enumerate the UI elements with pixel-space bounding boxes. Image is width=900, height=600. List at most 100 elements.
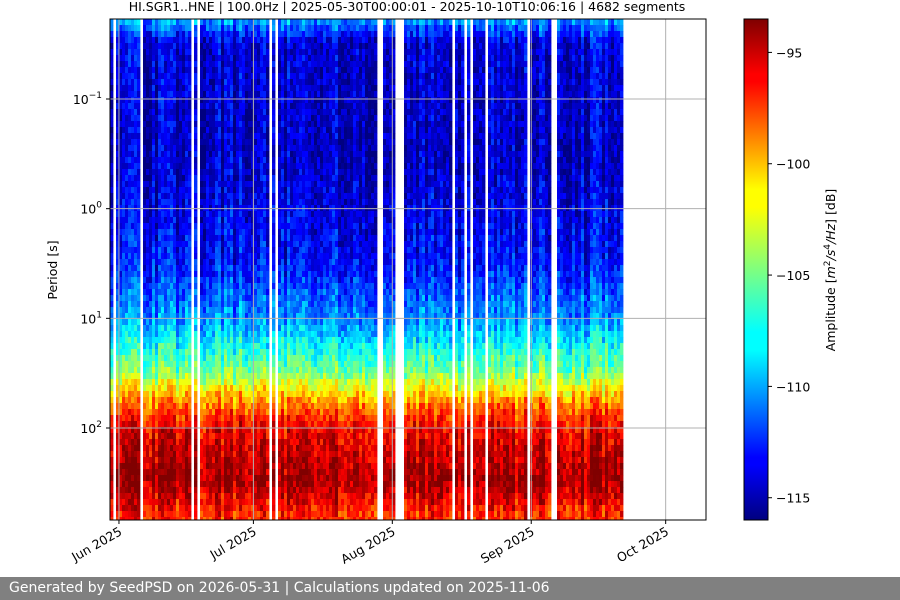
heatmap-cell xyxy=(155,499,159,506)
heatmap-cell xyxy=(134,181,138,188)
heatmap-cell xyxy=(227,91,231,98)
heatmap-cell xyxy=(299,451,303,458)
heatmap-cell xyxy=(296,199,300,206)
heatmap-cell xyxy=(305,97,309,104)
heatmap-cell xyxy=(119,115,123,122)
heatmap-cell xyxy=(179,271,183,278)
heatmap-cell xyxy=(248,511,252,518)
heatmap-cell xyxy=(209,229,213,236)
heatmap-cell xyxy=(146,277,150,284)
heatmap-cell xyxy=(221,217,225,224)
heatmap-cell xyxy=(122,49,126,56)
heatmap-cell xyxy=(128,439,132,446)
heatmap-cell xyxy=(224,493,228,500)
heatmap-cell xyxy=(170,61,174,68)
heatmap-cell xyxy=(254,223,258,230)
heatmap-cell xyxy=(230,271,234,278)
heatmap-cell xyxy=(227,421,231,428)
heatmap-cell xyxy=(227,433,231,440)
heatmap-cell xyxy=(128,241,132,248)
heatmap-cell xyxy=(254,421,258,428)
heatmap-cell xyxy=(224,463,228,470)
heatmap-cell xyxy=(242,187,246,194)
heatmap-cell xyxy=(125,397,129,404)
heatmap-cell xyxy=(161,349,165,356)
heatmap-cell xyxy=(146,109,150,116)
heatmap-cell xyxy=(257,259,261,266)
heatmap-cell xyxy=(164,421,168,428)
heatmap-cell xyxy=(257,409,261,416)
heatmap-cell xyxy=(263,67,267,74)
heatmap-cell xyxy=(299,109,303,116)
heatmap-cell xyxy=(209,295,213,302)
heatmap-cell xyxy=(263,421,267,428)
heatmap-cell xyxy=(137,487,141,494)
heatmap-cell xyxy=(116,385,120,392)
heatmap-cell xyxy=(281,475,285,482)
heatmap-cell xyxy=(194,31,198,38)
heatmap-cell xyxy=(176,421,180,428)
heatmap-cell xyxy=(188,469,192,476)
heatmap-cell xyxy=(227,367,231,374)
heatmap-cell xyxy=(260,505,264,512)
heatmap-cell xyxy=(278,367,282,374)
heatmap-cell xyxy=(305,151,309,158)
heatmap-cell xyxy=(302,331,306,338)
heatmap-cell xyxy=(236,73,240,80)
heatmap-cell xyxy=(143,271,147,278)
heatmap-cell xyxy=(119,319,123,326)
heatmap-cell xyxy=(242,103,246,110)
heatmap-cell xyxy=(221,313,225,320)
heatmap-cell xyxy=(272,43,276,50)
heatmap-cell xyxy=(284,439,288,446)
heatmap-cell xyxy=(245,43,249,50)
heatmap-cell xyxy=(149,385,153,392)
heatmap-cell xyxy=(224,469,228,476)
heatmap-cell xyxy=(260,25,264,32)
heatmap-cell xyxy=(125,157,129,164)
heatmap-cell xyxy=(266,505,270,512)
heatmap-cell xyxy=(194,379,198,386)
heatmap-cell xyxy=(152,139,156,146)
heatmap-cell xyxy=(125,163,129,170)
heatmap-cell xyxy=(164,289,168,296)
heatmap-cell xyxy=(161,91,165,98)
heatmap-cell xyxy=(185,91,189,98)
heatmap-cell xyxy=(188,385,192,392)
heatmap-cell xyxy=(179,49,183,56)
heatmap-cell xyxy=(296,133,300,140)
heatmap-cell xyxy=(209,67,213,74)
heatmap-cell xyxy=(287,91,291,98)
heatmap-cell xyxy=(110,331,114,338)
heatmap-cell xyxy=(272,415,276,422)
heatmap-cell xyxy=(110,133,114,140)
heatmap-cell xyxy=(305,181,309,188)
heatmap-cell xyxy=(296,19,300,26)
heatmap-cell xyxy=(119,289,123,296)
heatmap-cell xyxy=(119,439,123,446)
heatmap-cell xyxy=(212,385,216,392)
heatmap-cell xyxy=(170,19,174,26)
heatmap-cell xyxy=(221,127,225,134)
heatmap-cell xyxy=(167,373,171,380)
heatmap-cell xyxy=(149,457,153,464)
heatmap-cell xyxy=(137,97,141,104)
heatmap-cell xyxy=(236,325,240,332)
heatmap-cell xyxy=(245,277,249,284)
heatmap-cell xyxy=(272,343,276,350)
heatmap-cell xyxy=(131,283,135,290)
heatmap-cell xyxy=(296,103,300,110)
heatmap-cell xyxy=(266,367,270,374)
heatmap-cell xyxy=(185,349,189,356)
heatmap-cell xyxy=(281,415,285,422)
heatmap-cell xyxy=(218,67,222,74)
heatmap-cell xyxy=(116,289,120,296)
heatmap-cell xyxy=(116,511,120,518)
heatmap-cell xyxy=(284,487,288,494)
heatmap-cell xyxy=(227,253,231,260)
heatmap-cell xyxy=(221,151,225,158)
heatmap-cell xyxy=(146,85,150,92)
heatmap-cell xyxy=(116,91,120,98)
heatmap-cell xyxy=(263,409,267,416)
heatmap-cell xyxy=(155,61,159,68)
